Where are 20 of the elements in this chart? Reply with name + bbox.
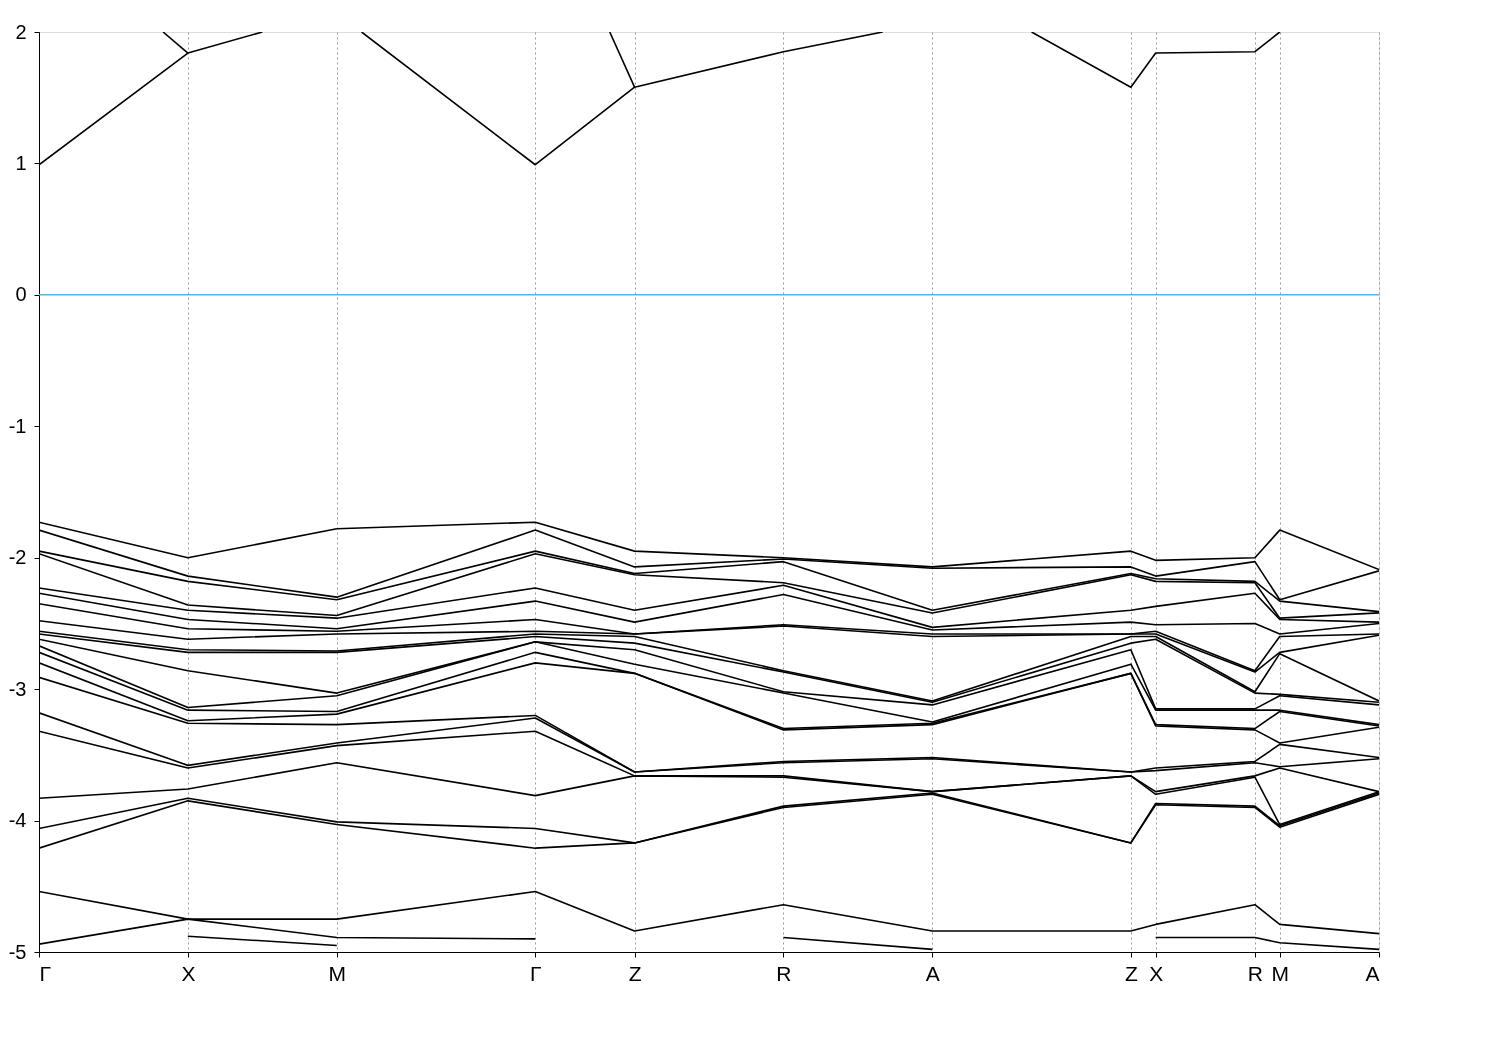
y-tick-label: -1	[8, 414, 27, 437]
y-tick-label: -2	[8, 546, 27, 569]
y-tick-label: 2	[15, 20, 27, 43]
x-tick-label: M	[328, 961, 347, 985]
y-tick-label: -5	[8, 940, 27, 963]
x-tick-label: R	[776, 961, 792, 985]
x-tick-label: Γ	[530, 961, 542, 985]
y-tick-label: -3	[8, 677, 27, 700]
x-tick-label: A	[925, 961, 940, 985]
x-tick-label: Γ	[39, 961, 52, 985]
x-tick-label: R	[1247, 961, 1264, 985]
x-tick-label: A	[1365, 961, 1380, 985]
y-tick-label: 0	[15, 283, 27, 306]
y-tick-label: -4	[8, 809, 27, 832]
x-tick-label: Z	[1124, 961, 1138, 985]
x-tick-label: X	[1149, 961, 1164, 985]
x-tick-label: Z	[628, 961, 642, 985]
y-tick-label: 1	[15, 151, 27, 174]
x-tick-label: M	[1271, 961, 1289, 985]
x-tick-label: X	[181, 961, 196, 985]
